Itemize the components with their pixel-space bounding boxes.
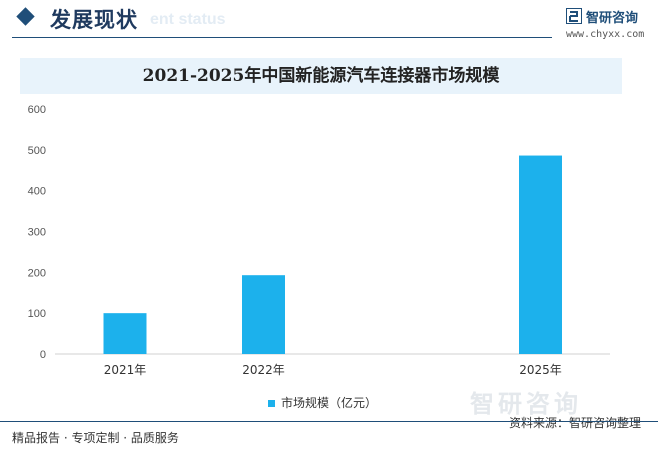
bar xyxy=(519,155,562,354)
y-tick-label: 0 xyxy=(40,349,46,361)
header: ent status 发展现状 智研咨询 www.chyxx.com xyxy=(0,0,658,44)
y-tick-label: 300 xyxy=(28,227,46,239)
legend: 市场规模（亿元） xyxy=(268,394,377,411)
y-tick-label: 600 xyxy=(28,104,46,116)
y-tick-label: 400 xyxy=(28,186,46,198)
x-tick-label: 2021年 xyxy=(104,363,147,377)
logo-text: 智研咨询 xyxy=(586,11,639,26)
y-tick-label: 200 xyxy=(28,267,46,279)
bar xyxy=(103,313,147,354)
logo-icon xyxy=(566,8,582,24)
watermark-logo: 智研咨询 xyxy=(470,390,582,418)
footer-divider xyxy=(0,421,658,422)
footer-tagline: 精品报告 · 专项定制 · 品质服务 xyxy=(12,431,179,445)
section-title: 发展现状 xyxy=(50,7,138,32)
section-subtitle: ent status xyxy=(150,11,226,28)
y-tick-label: 500 xyxy=(28,145,46,157)
chart-title-banner: 2021-2025年中国新能源汽车连接器市场规模 xyxy=(20,58,622,94)
website-url[interactable]: www.chyxx.com xyxy=(566,29,645,40)
diamond-icon xyxy=(16,7,35,26)
y-tick-label: 100 xyxy=(28,308,46,320)
legend-swatch xyxy=(268,400,275,407)
header-divider xyxy=(12,37,552,38)
source-note: 资料来源：智研咨询整理 xyxy=(509,416,642,430)
x-tick-label: 2025年 xyxy=(519,363,562,377)
bar xyxy=(242,275,285,354)
bar-chart: 0 100 200 300 400 500 600 2021年 2022年 2025年 xyxy=(28,104,610,377)
legend-label: 市场规模（亿元） xyxy=(281,396,378,410)
chart-title: 2021-2025年中国新能源汽车连接器市场规模 xyxy=(142,66,500,86)
x-tick-label: 2022年 xyxy=(242,363,285,377)
